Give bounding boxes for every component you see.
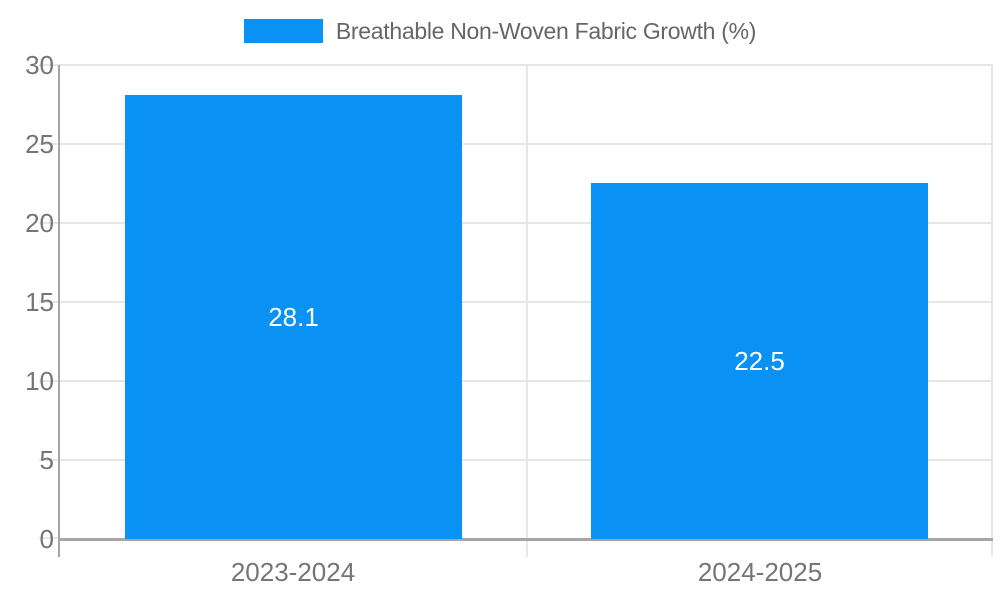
plot-area: 0 5 10 15 20 25 30 28.1 2023-2024 22.5 2024-2025 — [25, 50, 993, 587]
ytick-label-30: 30 — [25, 50, 54, 80]
ytick-label-0: 0 — [39, 524, 54, 554]
ytick-mark-20 — [39, 222, 60, 224]
xtick-mark-1 — [526, 539, 528, 557]
ytick-mark-10 — [39, 380, 60, 382]
ytick-mark-5 — [39, 459, 60, 461]
ytick-label-5: 5 — [39, 445, 54, 475]
gridline-x-0 — [526, 65, 528, 539]
xtick-label-2023-2024: 2023-2024 — [230, 557, 356, 587]
xtick-label-2024-2025: 2024-2025 — [697, 557, 823, 587]
ytick-mark-25 — [39, 143, 60, 145]
legend-label[interactable]: Breathable Non-Woven Fabric Growth (%) — [335, 17, 757, 44]
gridline-x-1 — [991, 65, 993, 539]
xtick-mark-2 — [991, 539, 993, 557]
x-axis-line — [58, 538, 993, 541]
ytick-mark-15 — [39, 301, 60, 303]
bar-2023-2024[interactable]: 28.1 — [125, 95, 462, 539]
bar-value-label-2023-2024: 28.1 — [268, 302, 319, 332]
ytick-mark-30 — [39, 64, 60, 66]
ytick-label-20: 20 — [25, 208, 54, 238]
y-axis-line — [58, 65, 60, 557]
bar-2024-2025[interactable]: 22.5 — [591, 183, 928, 539]
legend[interactable]: Breathable Non-Woven Fabric Growth (%) — [0, 14, 1000, 48]
legend-swatch[interactable] — [243, 19, 323, 43]
ytick-label-15: 15 — [25, 287, 54, 317]
ytick-label-10: 10 — [25, 366, 54, 396]
bar-value-label-2024-2025: 22.5 — [734, 346, 785, 376]
ytick-mark-0 — [39, 537, 60, 539]
ytick-label-25: 25 — [25, 129, 54, 159]
